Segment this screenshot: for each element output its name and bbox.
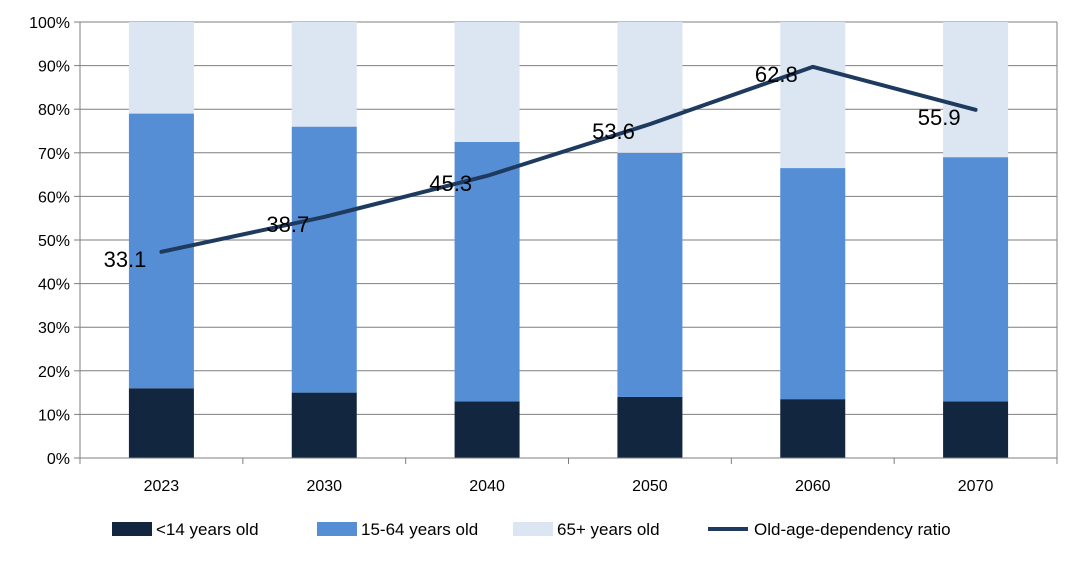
- x-tick-label: 2023: [144, 478, 180, 495]
- y-tick-label: 0%: [47, 451, 70, 468]
- line-data-label: 38.7: [266, 212, 309, 237]
- legend-label: 65+ years old: [557, 520, 660, 539]
- bar-segment: [780, 399, 846, 458]
- x-tick-label: 2070: [958, 478, 994, 495]
- dependency-ratio-line: [159, 64, 978, 254]
- x-tick-label: 2040: [469, 478, 505, 495]
- legend-label: Old-age-dependency ratio: [754, 520, 951, 539]
- bar-segment: [617, 396, 683, 458]
- y-tick-label: 50%: [38, 233, 70, 250]
- bar-segment: [617, 152, 683, 397]
- line-data-label: 62.8: [755, 62, 798, 87]
- bar-segment: [943, 22, 1009, 158]
- y-tick-label: 40%: [38, 277, 70, 294]
- y-tick-label: 70%: [38, 146, 70, 163]
- y-tick-label: 100%: [29, 15, 70, 32]
- legend-swatch: [112, 522, 152, 536]
- y-tick-label: 10%: [38, 407, 70, 424]
- line-data-label: 55.9: [918, 105, 961, 130]
- bar-segment: [128, 388, 194, 458]
- legend: <14 years old 15-64 years old 65+ years ol…: [112, 520, 951, 539]
- y-tick-label: 30%: [38, 320, 70, 337]
- y-tick-labels: 0% 10% 20% 30% 40% 50% 60% 70% 80% 90% 100%: [29, 15, 70, 468]
- x-tick-label: 2050: [632, 478, 668, 495]
- legend-swatch: [317, 522, 357, 536]
- y-tick-label: 60%: [38, 189, 70, 206]
- x-tick-label: 2060: [795, 478, 831, 495]
- bar-segment: [291, 392, 357, 458]
- y-tick-label: 90%: [38, 59, 70, 76]
- y-tick-label: 20%: [38, 364, 70, 381]
- dependency-ratio-polyline: [159, 64, 978, 254]
- axes: [74, 21, 1058, 464]
- bar-segment: [291, 22, 357, 127]
- bar-segment: [943, 157, 1009, 402]
- bar-segment: [291, 126, 357, 393]
- legend-swatch: [513, 522, 553, 536]
- legend-label: <14 years old: [156, 520, 259, 539]
- y-tick-label: 80%: [38, 102, 70, 119]
- bar-segment: [780, 22, 846, 169]
- grid-lines: [80, 21, 1057, 415]
- legend-label: 15-64 years old: [361, 520, 478, 539]
- line-data-label: 33.1: [104, 247, 147, 272]
- x-tick-labels: 2023 2030 2040 2050 2060 2070: [144, 478, 994, 495]
- bar-segment: [943, 401, 1009, 458]
- bar-segment: [780, 168, 846, 400]
- line-data-label: 45.3: [429, 171, 472, 196]
- bar-segment: [454, 141, 520, 402]
- x-tick-label: 2030: [306, 478, 342, 495]
- line-data-label: 53.6: [592, 119, 635, 144]
- bar-segment: [454, 401, 520, 458]
- line-data-labels: 33.1 38.7 45.3 53.6 62.8 55.9: [104, 62, 961, 272]
- bar-segment: [128, 22, 194, 114]
- bars: [128, 22, 1009, 458]
- bar-segment: [454, 22, 520, 142]
